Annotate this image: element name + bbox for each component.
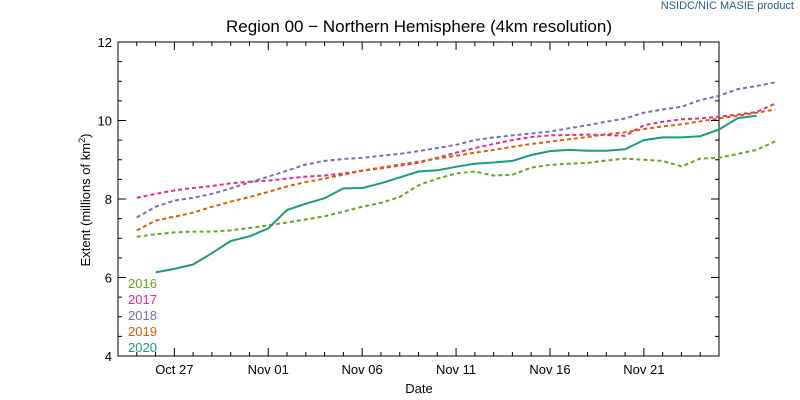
y-tick-label: 6 <box>105 271 112 286</box>
legend-entry-2016: 2016 <box>128 276 157 291</box>
product-credit: NSIDC/NIC MASIE product <box>660 0 794 12</box>
x-tick-label: Nov 11 <box>436 362 476 377</box>
y-tick-label: 4 <box>105 349 112 364</box>
series-line-2018 <box>136 81 776 219</box>
legend-entry-2017: 2017 <box>128 292 157 307</box>
legend-entry-2019: 2019 <box>128 324 157 339</box>
legend-entry-2020: 2020 <box>128 340 157 355</box>
y-axis-label-text: Extent (millions of km <box>78 143 93 267</box>
x-tick-label: Nov 01 <box>248 362 289 377</box>
series-line-2020 <box>155 114 757 274</box>
x-axis-label: Date <box>405 381 432 396</box>
legend-entry-2018: 2018 <box>128 308 157 323</box>
y-axis-label-sup: 2 <box>77 138 87 143</box>
x-tick-label: Nov 06 <box>342 362 383 377</box>
plot-area: 4 6 8 10 12 Oct 27 Nov 01 Nov 06 Nov 11 Nov 16 Nov… <box>98 35 776 377</box>
series-line-2019 <box>136 108 776 232</box>
y-axis-label-close: ) <box>78 134 93 138</box>
x-tick-label: Nov 16 <box>529 362 570 377</box>
series-line-2017 <box>136 102 776 199</box>
y-tick-label: 10 <box>98 114 112 129</box>
x-tick-label: Nov 21 <box>623 362 664 377</box>
plot-frame <box>117 41 720 357</box>
series-line-2016 <box>136 140 776 238</box>
y-tick-label: 12 <box>98 35 112 50</box>
y-axis-label: Extent (millions of km2) <box>77 134 93 267</box>
chart-title: Region 00 − Northern Hemisphere (4km res… <box>226 17 612 36</box>
x-tick-label: Oct 27 <box>155 362 193 377</box>
y-tick-label: 8 <box>105 192 112 207</box>
